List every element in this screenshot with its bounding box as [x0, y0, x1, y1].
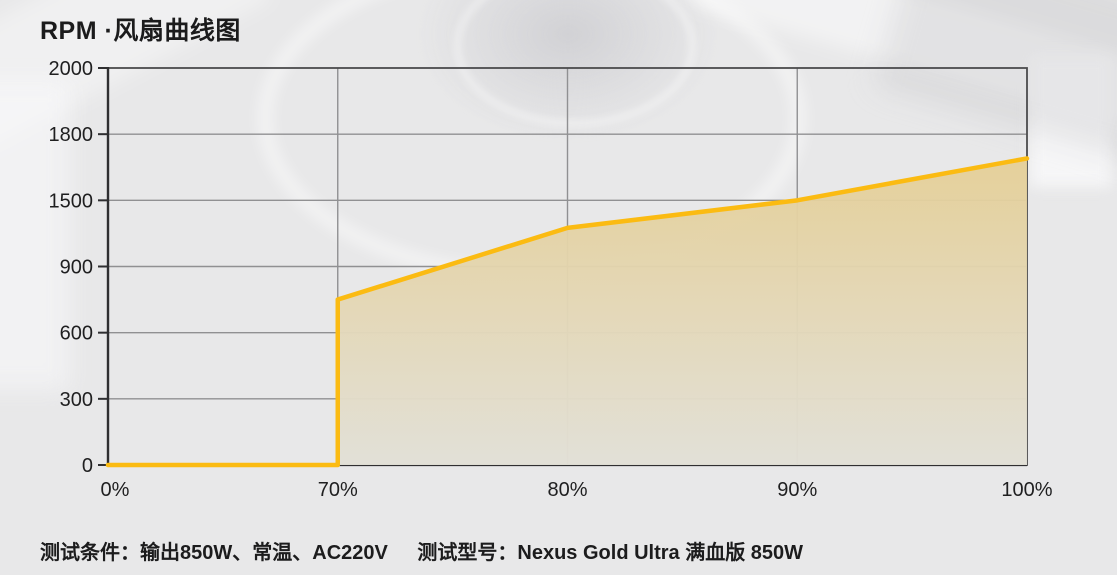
- test-info: 测试条件：输出850W、常温、AC220V 测试型号：Nexus Gold Ul…: [40, 536, 803, 565]
- y-tick-label: 2000: [49, 58, 94, 80]
- ghost-column: [1030, 55, 1112, 187]
- x-tick-label: 0%: [101, 479, 130, 501]
- y-tick-label: 300: [60, 389, 93, 411]
- series-line: [105, 156, 1030, 468]
- test-conditions: 测试条件：输出850W、常温、AC220V: [40, 542, 388, 564]
- x-tick-label: 100%: [1001, 479, 1052, 501]
- x-tick-label: 90%: [777, 479, 817, 501]
- y-tick-label: 900: [60, 257, 93, 279]
- test-model: 测试型号：Nexus Gold Ultra 满血版 850W: [417, 542, 804, 564]
- x-tick-label: 70%: [318, 479, 358, 501]
- y-tick-label: 600: [60, 323, 93, 345]
- ghost-light: [0, 80, 70, 390]
- page-title: RPM ·风扇曲线图: [40, 17, 241, 45]
- y-tick-label: 1500: [49, 190, 94, 212]
- y-tick-label: 0: [82, 455, 93, 477]
- y-tick-label: 1800: [49, 124, 94, 146]
- x-tick-label: 80%: [547, 479, 587, 501]
